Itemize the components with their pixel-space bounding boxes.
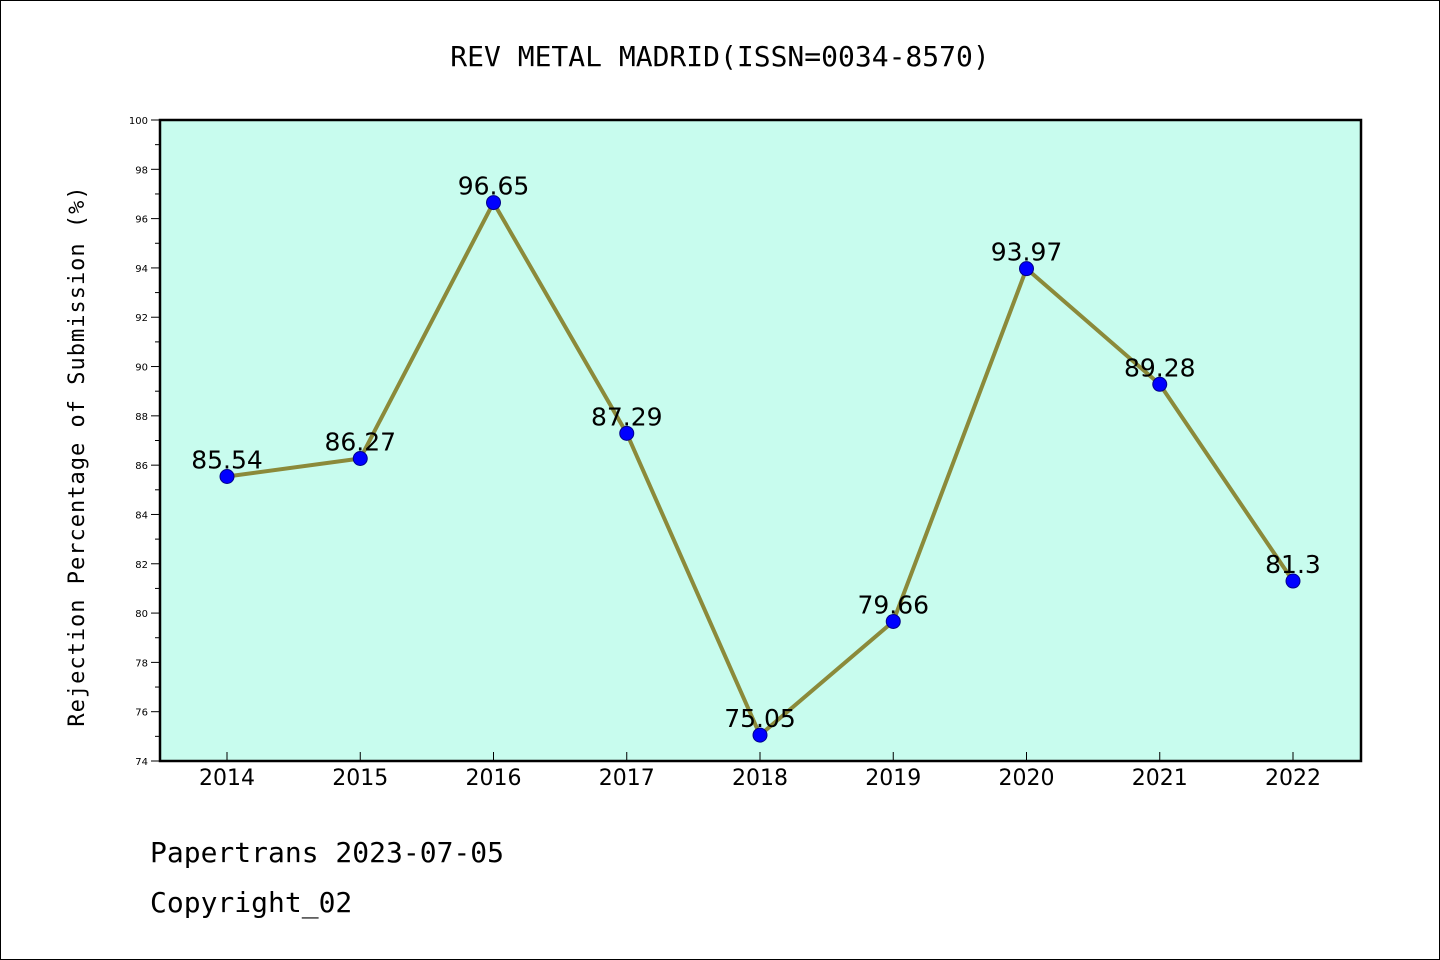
data-point: [1285, 573, 1301, 589]
data-label: 89.28: [1124, 353, 1196, 382]
y-axis-ticks: 74 76 78 80 82 84 86 88 90 92 94 96 98 100: [129, 116, 160, 768]
plot-area: [158, 118, 1363, 763]
x-tick-label: 2017: [599, 766, 655, 791]
x-tick-label: 2021: [1132, 766, 1188, 791]
data-label: 86.27: [324, 427, 396, 456]
data-label: 96.65: [458, 172, 530, 201]
data-label: 81.3: [1265, 550, 1321, 579]
x-tick-label: 2020: [999, 766, 1055, 791]
data-label: 85.54: [191, 445, 263, 474]
y-tick-label: 98: [135, 165, 148, 176]
y-tick-label: 78: [135, 658, 148, 669]
y-tick-label: 96: [135, 215, 148, 226]
y-tick-label: 88: [135, 412, 148, 423]
data-point: [752, 727, 768, 743]
data-point: [219, 468, 235, 484]
data-labels: 85.54 86.27 96.65 87.29 75.05 79.66 93.97 89.28…: [191, 172, 1321, 734]
y-tick-label: 74: [135, 757, 148, 768]
data-point: [885, 613, 901, 629]
x-tick-label: 2018: [732, 766, 788, 791]
y-tick-label: 82: [135, 560, 148, 571]
data-point: [1019, 261, 1034, 277]
data-label: 75.05: [724, 704, 796, 733]
x-tick-label: 2014: [199, 766, 255, 791]
data-label: 87.29: [591, 402, 663, 431]
x-tick-label: 2016: [466, 766, 522, 791]
x-tick-label: 2015: [332, 766, 388, 791]
y-tick-label: 100: [129, 116, 148, 127]
chart-title: REV METAL MADRID(ISSN=0034-8570): [450, 40, 989, 73]
data-point: [1152, 376, 1168, 392]
y-tick-label: 94: [135, 264, 148, 275]
y-tick-label: 76: [135, 708, 148, 719]
data-point: [352, 450, 368, 466]
x-tick-label: 2019: [865, 766, 921, 791]
footer-date: Papertrans 2023-07-05: [150, 836, 505, 869]
y-tick-label: 80: [135, 609, 148, 620]
y-tick-label: 84: [135, 510, 148, 521]
footer-copyright: Copyright_02: [150, 886, 353, 919]
y-tick-label: 92: [135, 313, 148, 324]
y-tick-label: 86: [135, 461, 148, 472]
x-axis-ticks: 2014 2015 2016 2017 2018 2019 2020 2021 2022: [199, 752, 1321, 791]
data-point: [486, 195, 501, 211]
x-tick-label: 2022: [1265, 766, 1321, 791]
y-axis-label: Rejection Percentage of Submission (%): [65, 185, 90, 726]
data-point: [619, 425, 635, 441]
y-tick-label: 90: [135, 363, 148, 374]
data-label: 79.66: [857, 590, 929, 619]
data-label: 93.97: [991, 238, 1063, 267]
data-markers: [219, 195, 1301, 743]
